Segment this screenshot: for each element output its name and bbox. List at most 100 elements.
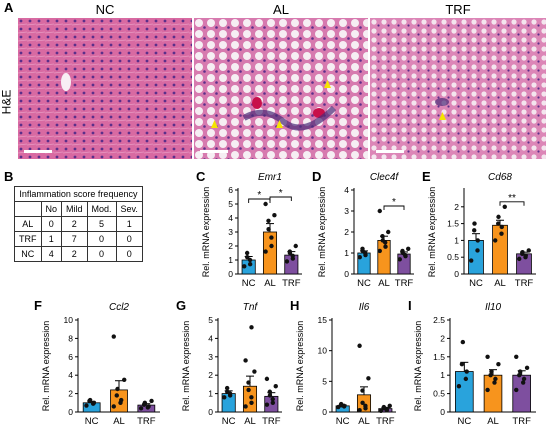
micrograph-trf (370, 18, 546, 159)
data-point (264, 402, 270, 407)
data-point (499, 224, 504, 230)
data-point (488, 373, 493, 378)
data-point (496, 214, 501, 220)
chart-title: Il10 (485, 302, 502, 313)
data-point (243, 404, 248, 409)
data-point (243, 358, 248, 363)
y-tick-label: 4 (228, 213, 233, 223)
chart-title: Tnf (243, 302, 259, 313)
y-tick-label: 2 (228, 241, 233, 251)
y-tick-label: 0 (454, 269, 459, 279)
x-tick-label: AL (487, 416, 499, 427)
x-tick-label: AL (494, 278, 506, 289)
micrograph-label-nc: NC (95, 2, 115, 17)
data-point (272, 213, 277, 218)
y-tick-label: 10 (64, 315, 74, 325)
data-point (222, 395, 227, 400)
table-cell: 2 (61, 216, 88, 232)
y-tick-label: 5 (228, 199, 233, 209)
data-point (357, 255, 362, 260)
data-point (246, 387, 251, 393)
table-cell: 1 (115, 216, 143, 232)
x-tick-label: TRF (512, 416, 531, 427)
data-point (249, 400, 254, 405)
data-point (380, 238, 385, 243)
lesion-arrowhead (439, 112, 446, 120)
data-point (499, 231, 504, 236)
data-point (366, 376, 371, 381)
data-point (244, 250, 250, 256)
significance-label: * (257, 190, 261, 201)
data-point (142, 400, 148, 405)
y-tick-label: 1.5 (433, 352, 445, 362)
bar (512, 374, 531, 413)
data-point (249, 325, 254, 330)
data-point (524, 365, 530, 371)
data-point (360, 400, 365, 405)
panel-letter-f: F (34, 298, 42, 313)
y-tick-label: 2 (344, 227, 349, 237)
table-header-cell: Sev. (115, 201, 143, 217)
y-tick-label: 5 (208, 315, 213, 325)
micrograph-nc (18, 18, 192, 159)
y-tick-label: 4 (208, 333, 213, 343)
x-tick-label: NC (222, 416, 236, 427)
panel-letter-a: A (4, 0, 14, 15)
table-header-cell: Mild (61, 201, 88, 217)
data-point (493, 238, 498, 243)
table-cell: 7 (61, 231, 88, 247)
data-point (464, 369, 469, 374)
data-point (386, 229, 391, 235)
data-point (492, 380, 497, 385)
y-tick-label: 0 (440, 407, 445, 417)
data-point (496, 221, 501, 226)
data-point (247, 257, 253, 263)
x-tick-label: TRF (262, 416, 281, 427)
panel-letter-e: E (422, 169, 431, 184)
y-axis-label: Rel. mRNA expression (427, 187, 437, 278)
data-point (138, 406, 144, 411)
y-tick-label: 0.5 (433, 389, 445, 399)
y-axis-label: Rel. mRNA expression (295, 321, 305, 412)
chart-title: Clec4f (370, 172, 400, 183)
table-title: Inflammation score frequency (14, 186, 143, 202)
bar-chart-tnf: Tnf Rel. mRNA expression 0 1 2 3 4 5 NC AL TRF (181, 302, 282, 427)
bar (483, 374, 503, 413)
y-axis-label: Rel. mRNA expression (41, 321, 51, 412)
y-tick-label: 1 (208, 389, 213, 399)
bar-chart-cd68: Cd68 Rel. mRNA expression 0 0.5 1 1.5 2 NC AL TRF… (427, 172, 536, 289)
y-tick-label: 5 (322, 376, 327, 386)
data-point (115, 386, 120, 392)
data-point (252, 369, 257, 374)
bar-chart-ccl2: Ccl2 Rel. mRNA expression 0 2 4 6 8 10 NC AL TRF (41, 302, 160, 427)
data-point (91, 400, 97, 405)
y-tick-label: 1 (440, 370, 445, 380)
y-tick-label: 2.5 (433, 315, 445, 325)
y-axis-label: Rel. mRNA expression (201, 187, 211, 278)
y-axis-label: Rel. mRNA expression (181, 321, 191, 412)
data-point (387, 403, 392, 409)
data-point (485, 354, 490, 359)
data-point (269, 243, 274, 249)
data-point (496, 361, 501, 367)
x-tick-label: NC (457, 416, 471, 427)
y-tick-label: 0 (228, 269, 233, 279)
data-point (111, 334, 116, 339)
data-point (149, 398, 154, 404)
data-point (87, 397, 93, 403)
chart-title: Il6 (359, 302, 370, 313)
data-point (380, 234, 385, 239)
data-point (225, 389, 230, 394)
data-point (264, 376, 270, 382)
data-point (287, 249, 293, 254)
data-point (247, 262, 253, 267)
inflammation-score-table: Inflammation score frequency No Mild Mod… (14, 186, 143, 262)
panel-letter-h: H (290, 298, 300, 313)
x-tick-label: TRF (395, 278, 414, 289)
table-cell: 1 (40, 231, 63, 247)
panel-letter-g: G (176, 298, 187, 313)
data-point (360, 388, 365, 393)
data-point (520, 249, 525, 255)
chart-title: Emr1 (258, 172, 282, 183)
table-header-cell: No (40, 201, 63, 217)
